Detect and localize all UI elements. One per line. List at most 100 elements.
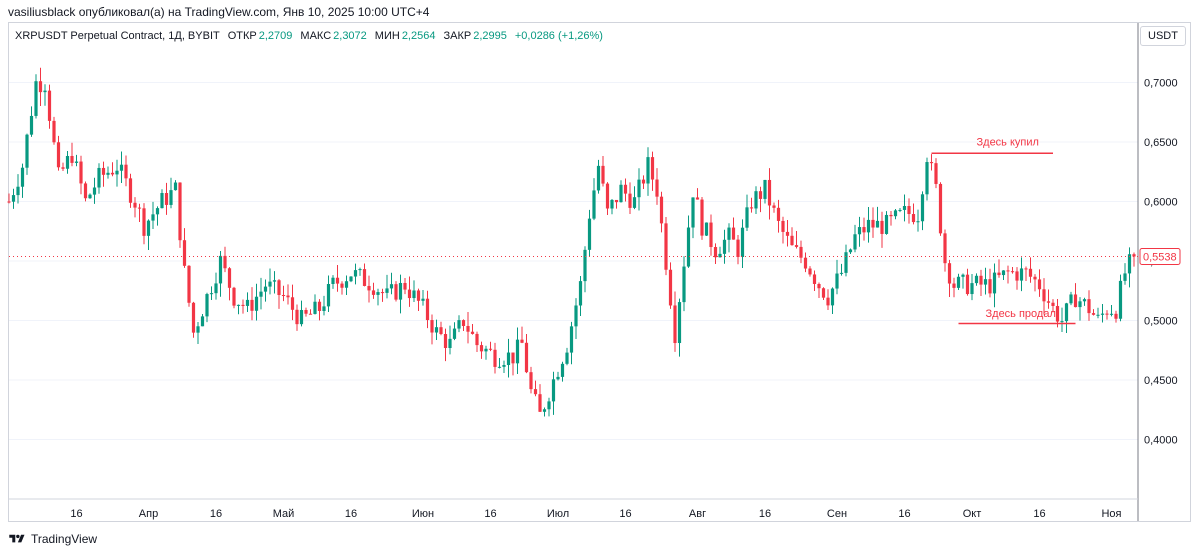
- x-tick-label: 16: [484, 508, 496, 520]
- y-tick-label: 0,4500: [1144, 375, 1178, 387]
- candle-body: [893, 210, 898, 217]
- legend-change: +0,0286 (+1,26%): [514, 30, 603, 42]
- candle-body: [1109, 313, 1114, 315]
- candle-body: [466, 325, 470, 332]
- candle-body: [871, 219, 875, 228]
- candle-body: [25, 134, 29, 168]
- candle-body: [70, 155, 74, 163]
- candle-body: [1060, 321, 1064, 323]
- candle-body: [151, 214, 155, 221]
- candle-body: [745, 207, 749, 228]
- candle-body: [488, 348, 493, 350]
- candle-body: [52, 120, 56, 143]
- candle-body: [848, 249, 853, 253]
- candle-body: [367, 285, 371, 291]
- x-tick-label: Авг: [689, 508, 706, 520]
- candle-body: [1037, 279, 1042, 290]
- candle-body: [965, 274, 970, 295]
- candle-body: [137, 207, 142, 209]
- candle-body: [1055, 305, 1060, 322]
- candle-body: [133, 202, 137, 208]
- candle-body: [268, 281, 272, 287]
- candle-body: [142, 208, 146, 236]
- candle-body: [277, 280, 281, 296]
- candle-body: [250, 299, 254, 311]
- candle-body: [763, 179, 767, 199]
- candle-body: [542, 409, 547, 412]
- candle-body: [997, 272, 1001, 276]
- candle-body: [1015, 271, 1019, 281]
- candle-body: [830, 288, 835, 306]
- annotation-label: Здесь продал: [986, 308, 1056, 320]
- candle-body: [200, 316, 205, 327]
- candle-body: [65, 155, 70, 169]
- candle-body: [641, 179, 646, 184]
- currency-button[interactable]: USDT: [1140, 26, 1186, 46]
- candle-body: [209, 293, 214, 295]
- candle-body: [56, 142, 61, 168]
- candle-body: [826, 297, 830, 306]
- x-tick-label: 16: [210, 508, 222, 520]
- candle-body: [322, 306, 326, 311]
- candle-body: [916, 221, 920, 223]
- candle-body: [799, 246, 803, 258]
- candle-body: [808, 268, 812, 275]
- candle-body: [214, 283, 218, 294]
- candle-body: [911, 214, 916, 223]
- candle-body: [628, 193, 632, 208]
- candle-body: [992, 272, 997, 294]
- candle-body: [812, 274, 817, 284]
- candle-body: [1051, 302, 1055, 306]
- candle-body: [722, 239, 727, 254]
- candle-body: [506, 352, 511, 366]
- x-tick-label: 16: [898, 508, 910, 520]
- candle-body: [389, 284, 394, 289]
- candle-body: [434, 327, 439, 333]
- candle-body: [178, 182, 182, 241]
- candle-body: [529, 372, 533, 390]
- candle-body: [403, 282, 407, 290]
- candle-body: [794, 245, 799, 247]
- candle-body: [115, 170, 119, 175]
- candle-body: [1082, 299, 1087, 302]
- candle-body: [866, 219, 871, 233]
- candle-body: [1064, 303, 1069, 322]
- annotation-label: Здесь купил: [977, 137, 1039, 149]
- candle-body: [74, 161, 79, 163]
- candle-body: [1046, 301, 1051, 303]
- candle-body: [101, 167, 106, 175]
- candle-body: [128, 178, 133, 203]
- candle-body: [241, 304, 245, 306]
- candle-body: [146, 220, 151, 236]
- candle-body: [889, 214, 893, 217]
- candle-body: [412, 290, 416, 299]
- candle-body: [353, 270, 358, 277]
- candle-body: [326, 284, 331, 307]
- candle-body: [938, 183, 943, 234]
- candle-body: [569, 326, 574, 353]
- candle-body: [160, 193, 164, 209]
- candle-body: [979, 275, 983, 285]
- candle-body: [461, 320, 466, 326]
- candle-body: [1123, 273, 1127, 281]
- candle-body: [425, 298, 430, 321]
- candle-body: [754, 191, 758, 209]
- candle-body: [668, 269, 673, 306]
- candle-body: [169, 190, 173, 205]
- candle-body: [331, 277, 335, 285]
- candle-body: [875, 220, 880, 228]
- candle-body: [974, 275, 979, 284]
- candle-body: [983, 279, 988, 285]
- legend-open: ОТКР 2,2709: [227, 30, 293, 42]
- candle-body: [1105, 313, 1109, 315]
- candle-body: [538, 394, 542, 412]
- candle-body: [736, 239, 740, 258]
- candle-body: [988, 279, 992, 294]
- candle-body: [1132, 254, 1136, 257]
- candle-body: [344, 281, 349, 288]
- candle-body: [376, 292, 380, 295]
- x-tick-label: 16: [619, 508, 631, 520]
- candle-body: [155, 208, 160, 215]
- candle-body: [119, 164, 124, 171]
